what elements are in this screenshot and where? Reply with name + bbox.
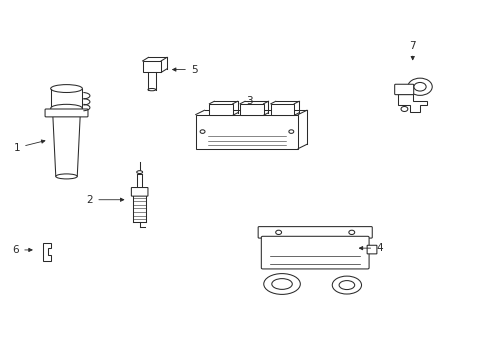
Bar	[270, 104, 294, 115]
Ellipse shape	[263, 274, 300, 294]
Bar	[142, 61, 161, 72]
Text: 3: 3	[245, 96, 252, 112]
Text: 5: 5	[172, 64, 197, 75]
Ellipse shape	[51, 85, 82, 93]
Ellipse shape	[413, 82, 425, 91]
Bar	[209, 104, 232, 115]
Ellipse shape	[51, 104, 82, 112]
FancyBboxPatch shape	[258, 226, 371, 238]
Text: 1: 1	[14, 140, 45, 153]
FancyBboxPatch shape	[45, 109, 88, 117]
Text: 2: 2	[86, 195, 123, 205]
Ellipse shape	[275, 230, 281, 234]
Ellipse shape	[331, 276, 361, 294]
Bar	[240, 104, 263, 115]
Ellipse shape	[137, 171, 142, 174]
Ellipse shape	[271, 279, 292, 289]
Polygon shape	[397, 94, 427, 112]
FancyBboxPatch shape	[261, 236, 368, 269]
Ellipse shape	[200, 130, 204, 134]
FancyBboxPatch shape	[131, 188, 148, 196]
Ellipse shape	[348, 230, 354, 234]
Ellipse shape	[400, 107, 407, 112]
Text: 4: 4	[359, 243, 382, 253]
Ellipse shape	[338, 280, 354, 289]
Bar	[195, 114, 298, 149]
Polygon shape	[43, 243, 51, 261]
Ellipse shape	[407, 78, 431, 95]
Polygon shape	[53, 116, 80, 176]
Ellipse shape	[288, 130, 293, 134]
FancyBboxPatch shape	[394, 84, 413, 95]
Text: 7: 7	[408, 41, 415, 60]
FancyBboxPatch shape	[366, 245, 376, 254]
Ellipse shape	[148, 89, 156, 91]
Text: 6: 6	[13, 245, 32, 255]
Ellipse shape	[56, 174, 77, 179]
